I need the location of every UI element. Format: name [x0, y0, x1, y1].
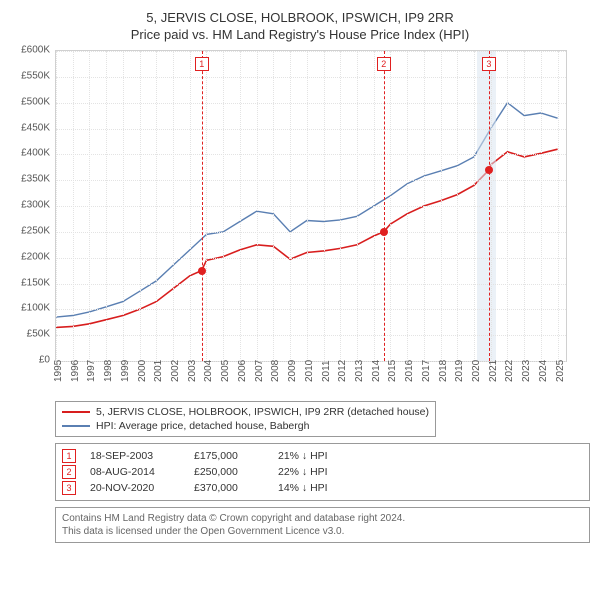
marker-table-date: 20-NOV-2020 [90, 482, 180, 494]
marker-table-row: 1 18-SEP-2003 £175,000 21% ↓ HPI [62, 448, 583, 464]
marker-table-date: 18-SEP-2003 [90, 450, 180, 462]
x-tick-label: 2008 [270, 360, 281, 382]
y-tick-label: £300K [21, 200, 50, 211]
sale-dot [485, 166, 493, 174]
x-tick-label: 2004 [203, 360, 214, 382]
marker-line [384, 51, 385, 361]
title-block: 5, JERVIS CLOSE, HOLBROOK, IPSWICH, IP9 … [10, 10, 590, 42]
x-tick-label: 2013 [354, 360, 365, 382]
x-tick-label: 2010 [304, 360, 315, 382]
marker-table-row: 3 20-NOV-2020 £370,000 14% ↓ HPI [62, 480, 583, 496]
x-tick-label: 2022 [504, 360, 515, 382]
x-tick-label: 2002 [170, 360, 181, 382]
marker-table-pct: 22% ↓ HPI [278, 466, 358, 478]
x-tick-label: 2000 [137, 360, 148, 382]
x-tick-label: 2023 [521, 360, 532, 382]
marker-table-row: 2 08-AUG-2014 £250,000 22% ↓ HPI [62, 464, 583, 480]
legend-swatch [62, 425, 90, 427]
y-tick-label: £550K [21, 70, 50, 81]
marker-line [489, 51, 490, 361]
legend-label: HPI: Average price, detached house, Babe… [96, 420, 309, 432]
x-tick-label: 2012 [337, 360, 348, 382]
legend-label: 5, JERVIS CLOSE, HOLBROOK, IPSWICH, IP9 … [96, 406, 429, 418]
x-tick-label: 1999 [120, 360, 131, 382]
marker-table-index: 3 [62, 481, 76, 495]
x-axis-labels: 1995 1996 1997 1998 1999 2000 2001 2002 2003 2004… [55, 362, 565, 395]
marker-table-pct: 21% ↓ HPI [278, 450, 358, 462]
marker-table-pct: 14% ↓ HPI [278, 482, 358, 494]
x-tick-label: 2019 [454, 360, 465, 382]
footnote-line: This data is licensed under the Open Gov… [62, 525, 583, 538]
marker-table-price: £250,000 [194, 466, 264, 478]
y-tick-label: £50K [27, 329, 50, 340]
legend: 5, JERVIS CLOSE, HOLBROOK, IPSWICH, IP9 … [55, 401, 436, 437]
x-tick-label: 2003 [187, 360, 198, 382]
page-title: 5, JERVIS CLOSE, HOLBROOK, IPSWICH, IP9 … [10, 10, 590, 25]
marker-table-index: 2 [62, 465, 76, 479]
y-tick-label: £250K [21, 225, 50, 236]
footnote-line: Contains HM Land Registry data © Crown c… [62, 512, 583, 525]
legend-row: HPI: Average price, detached house, Babe… [62, 419, 429, 433]
x-tick-label: 2011 [321, 360, 332, 382]
marker-box: 3 [482, 57, 496, 71]
plot-area: 1 2 3 [55, 50, 567, 362]
marker-line [202, 51, 203, 361]
chart-area: £0 £50K £100K £150K £200K £250K £300K £350K £400… [10, 50, 570, 395]
x-tick-label: 2021 [488, 360, 499, 382]
marker-box: 2 [377, 57, 391, 71]
x-tick-label: 2020 [471, 360, 482, 382]
marker-table-date: 08-AUG-2014 [90, 466, 180, 478]
x-tick-label: 2007 [254, 360, 265, 382]
x-tick-label: 2025 [555, 360, 566, 382]
y-tick-label: £100K [21, 303, 50, 314]
x-tick-label: 2017 [421, 360, 432, 382]
sale-dot [380, 228, 388, 236]
y-tick-label: £400K [21, 148, 50, 159]
y-tick-label: £500K [21, 96, 50, 107]
x-tick-label: 1997 [86, 360, 97, 382]
y-tick-label: £200K [21, 251, 50, 262]
x-tick-label: 1998 [103, 360, 114, 382]
x-tick-label: 2009 [287, 360, 298, 382]
legend-swatch [62, 411, 90, 413]
x-tick-label: 2005 [220, 360, 231, 382]
x-tick-label: 2016 [404, 360, 415, 382]
marker-box: 1 [195, 57, 209, 71]
x-tick-label: 2018 [438, 360, 449, 382]
y-tick-label: £0 [39, 355, 50, 366]
marker-table-price: £370,000 [194, 482, 264, 494]
x-tick-label: 2015 [387, 360, 398, 382]
x-tick-label: 2001 [153, 360, 164, 382]
x-tick-label: 1996 [70, 360, 81, 382]
y-tick-label: £350K [21, 174, 50, 185]
x-tick-label: 2024 [538, 360, 549, 382]
x-tick-label: 1995 [53, 360, 64, 382]
y-axis-labels: £0£50K£100K£150K£200K£250K£300K£350K£400… [10, 50, 52, 360]
legend-row: 5, JERVIS CLOSE, HOLBROOK, IPSWICH, IP9 … [62, 405, 429, 419]
y-tick-label: £150K [21, 277, 50, 288]
marker-table: 1 18-SEP-2003 £175,000 21% ↓ HPI 2 08-AUG-201… [55, 443, 590, 501]
marker-table-index: 1 [62, 449, 76, 463]
y-tick-label: £600K [21, 45, 50, 56]
x-tick-label: 2014 [371, 360, 382, 382]
x-tick-label: 2006 [237, 360, 248, 382]
sale-dot [198, 267, 206, 275]
marker-table-price: £175,000 [194, 450, 264, 462]
y-tick-label: £450K [21, 122, 50, 133]
page-subtitle: Price paid vs. HM Land Registry's House … [10, 27, 590, 42]
footnote: Contains HM Land Registry data © Crown c… [55, 507, 590, 543]
